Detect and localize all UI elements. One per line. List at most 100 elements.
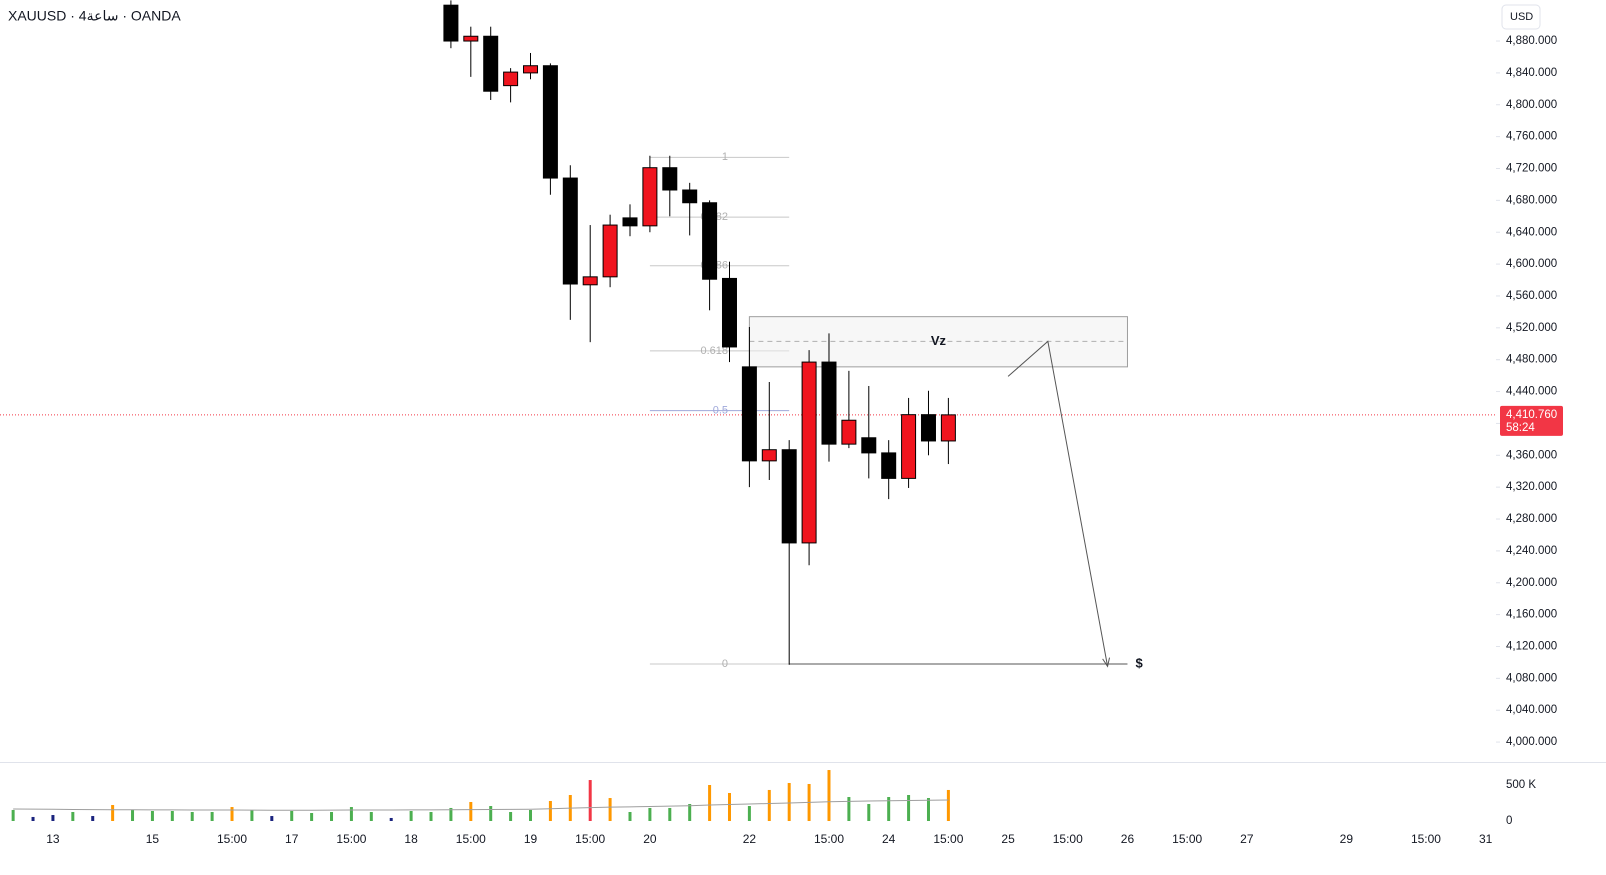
y-tick-label: 4,280.000 [1506,513,1557,525]
fib-label: 0.5 [713,405,728,417]
volume-bar [51,815,55,821]
volume-bar [489,806,493,821]
candle-body [463,35,479,42]
candle-body [523,65,539,74]
candle-body [582,276,598,286]
volume-bar [529,809,533,821]
y-tick-label: 4,760.000 [1506,131,1557,143]
x-tick-label: 19 [524,832,538,846]
price-label-box [1500,405,1563,436]
volume-bar [250,809,254,821]
volume-bar [628,812,632,821]
volume-bar [230,807,234,821]
candle-body [920,414,936,442]
volume-bar [847,797,851,821]
x-tick-label: 25 [1001,832,1015,846]
volume-bar [11,809,15,821]
x-tick-label: 15:00 [217,832,247,846]
x-tick-label: 13 [46,832,60,846]
x-tick-label: 27 [1240,832,1254,846]
candle-body [562,177,578,285]
candle-body [662,167,678,191]
x-tick-label: 24 [882,832,896,846]
y-tick-label: 4,240.000 [1506,545,1557,557]
x-tick-label: 15:00 [814,832,844,846]
candle-body [741,366,757,462]
x-tick-label: 15:00 [933,832,963,846]
x-tick-label: 15:00 [336,832,366,846]
volume-bar [926,798,930,821]
y-tick-label: 4,720.000 [1506,163,1557,175]
volume-bar [31,816,35,821]
currency-box[interactable] [1501,4,1541,30]
volume-bar [787,782,791,821]
volume-bar [389,817,393,821]
x-tick-label: 15:00 [456,832,486,846]
candle-body [881,452,897,479]
candle-body [503,71,519,87]
y-tick-label: 4,080.000 [1506,672,1557,684]
chart-title: XAUUSD · 4ساعة · OANDA [8,8,181,24]
y-tick-label: 4,440.000 [1506,386,1557,398]
fib-label: 0 [722,658,728,670]
volume-bar [827,770,831,821]
path-arrowhead [1102,657,1111,668]
volume-tick-label: 500 K [1506,779,1536,791]
x-tick-label: 15:00 [1053,832,1083,846]
volume-bar [91,816,95,821]
volume-bar [131,809,135,821]
candle-body [801,361,817,544]
path-line [1007,340,1109,667]
y-tick-label: 4,200.000 [1506,577,1557,589]
candle-body [602,224,618,278]
volume-bar [369,812,373,821]
volume-bar [310,813,314,821]
y-tick-label: 4,040.000 [1506,704,1557,716]
volume-bar [71,812,75,821]
x-tick-label: 20 [643,832,657,846]
volume-bar [887,797,891,821]
candle-body [901,414,917,479]
volume-bar [708,785,712,821]
y-tick-label: 4,520.000 [1506,322,1557,334]
candle-body [542,65,558,179]
candle-body [841,419,857,445]
y-tick-label: 4,320.000 [1506,481,1557,493]
volume-bar [150,810,154,821]
y-tick-label: 4,120.000 [1506,641,1557,653]
fib-label: 1 [722,151,728,163]
candle-body [761,449,777,462]
volume-bar [190,812,194,821]
price-label: 4,410.760 [1506,409,1557,421]
volume-bar [608,798,612,821]
volume-bar [270,816,274,821]
volume-ma [13,799,949,811]
price-countdown: 58:24 [1506,422,1535,434]
y-tick-label: 4,000.000 [1506,736,1557,748]
candle-body [682,189,698,204]
x-tick-label: 15:00 [1411,832,1441,846]
x-tick-label: 29 [1340,832,1354,846]
x-tick-label: 26 [1121,832,1135,846]
candle-body [622,217,638,227]
candle-body [642,167,658,227]
volume-bar [867,804,871,821]
y-tick-label: 4,600.000 [1506,258,1557,270]
x-tick-label: 15 [146,832,160,846]
volume-bar [349,807,353,821]
y-tick-label: 4,880.000 [1506,35,1557,47]
x-tick-label: 15:00 [575,832,605,846]
volume-bar [111,805,115,821]
volume-bar [449,807,453,821]
volume-bar [469,801,473,821]
volume-bar [946,789,950,821]
volume-bar [548,800,552,821]
volume-bar [588,780,592,821]
y-tick-label: 4,560.000 [1506,290,1557,302]
fib-label: 0.618 [700,345,728,357]
volume-bar [170,810,174,821]
candle-body [702,202,718,280]
y-tick-label: 4,840.000 [1506,67,1557,79]
